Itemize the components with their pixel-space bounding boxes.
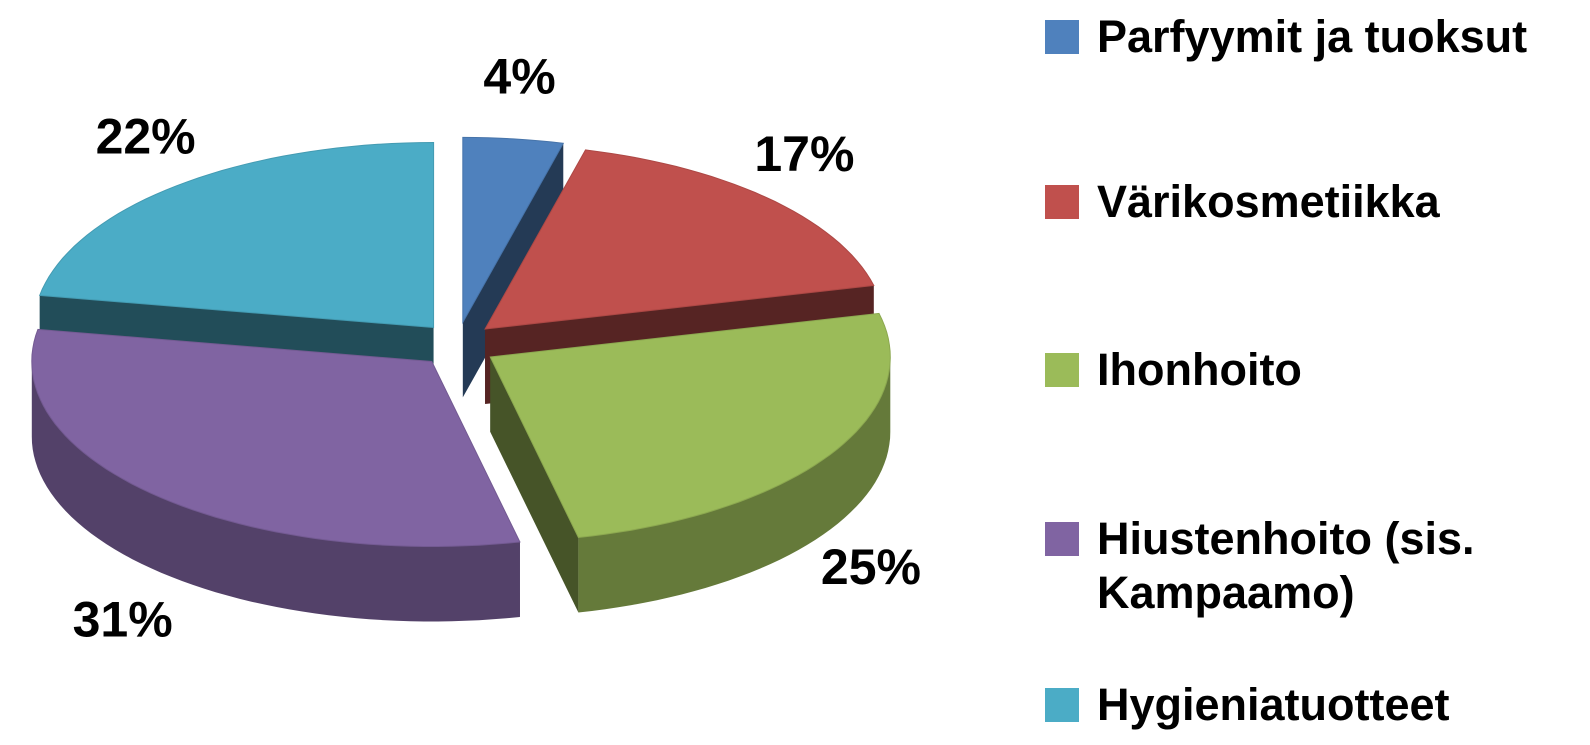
legend-label: Hygieniatuotteet (1097, 679, 1450, 730)
slice-wall (578, 357, 891, 613)
legend-item: Hygieniatuotteet (1045, 678, 1567, 732)
data-label: 25% (821, 539, 921, 595)
legend-swatch (1045, 688, 1079, 722)
legend-label: Värikosmetiikka (1097, 176, 1440, 227)
slice (462, 136, 565, 325)
chart: 4% 17% 25% 31% 22% (31, 48, 921, 647)
legend-label: Ihonhoito (1097, 344, 1302, 395)
slice-side (490, 357, 579, 613)
data-label: 31% (73, 591, 173, 647)
legend-item: Värikosmetiikka (1045, 175, 1567, 229)
legend-swatch (1045, 185, 1079, 219)
slice-wall (31, 361, 520, 622)
data-label: 4% (483, 48, 555, 104)
data-label: 22% (96, 109, 196, 165)
legend-item: Hiustenhoito (sis. Kampaamo) (1045, 512, 1567, 620)
legend-swatch (1045, 522, 1079, 556)
data-label: 17% (754, 126, 854, 182)
legend-label: Hiustenhoito (sis. Kampaamo) (1097, 513, 1475, 618)
slice (31, 328, 521, 547)
legend-swatch (1045, 20, 1079, 54)
legend-label: Parfyymit ja tuoksut (1097, 11, 1528, 62)
legend-item: Parfyymit ja tuoksut (1045, 10, 1567, 64)
legend-swatch (1045, 353, 1079, 387)
slice (489, 312, 891, 539)
legend-item: Ihonhoito (1045, 343, 1567, 397)
slice (484, 149, 875, 330)
slice (38, 141, 435, 329)
